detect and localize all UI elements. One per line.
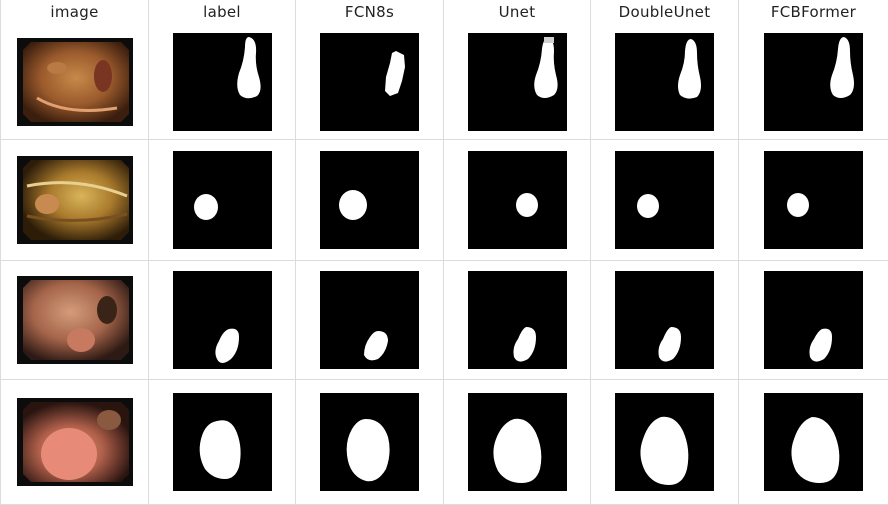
- row2-label-cell: [149, 140, 296, 261]
- row3-unet-mask: [467, 271, 567, 369]
- row3-fcn8s-mask: [320, 271, 419, 369]
- row2-doubleunet-mask: [615, 151, 714, 249]
- row2-colonoscopy-image: [16, 156, 133, 244]
- row2-fcbformer-mask: [764, 151, 863, 249]
- row2-fcn8s-mask: [320, 151, 419, 249]
- row3-image-cell: [1, 261, 149, 380]
- row2-fcn8s-cell: [296, 140, 444, 261]
- row1-unet-mask: [467, 32, 567, 131]
- row1-fcn8s-mask: [320, 32, 419, 131]
- row1-fcn8s-cell: [296, 24, 444, 140]
- row3-colonoscopy-image: [16, 276, 133, 364]
- row3-fcn8s-cell: [296, 261, 444, 380]
- row4-colonoscopy-image: [16, 398, 133, 486]
- row1-label-cell: [149, 24, 296, 140]
- header-image: image: [1, 0, 149, 24]
- row1-doubleunet-mask: [615, 32, 714, 131]
- row2-image-cell: [1, 140, 149, 261]
- row3-fcbformer-mask: [764, 271, 863, 369]
- row3-fcbformer-cell: [739, 261, 888, 380]
- header-fcbformer: FCBFormer: [739, 0, 888, 24]
- row3-label-cell: [149, 261, 296, 380]
- row4-label-cell: [149, 380, 296, 505]
- row4-fcbformer-mask: [764, 393, 863, 491]
- row1-fcbformer-mask: [764, 32, 863, 131]
- row2-label-mask: [172, 151, 272, 249]
- row4-fcn8s-cell: [296, 380, 444, 505]
- row2-fcbformer-cell: [739, 140, 888, 261]
- row1-doubleunet-cell: [591, 24, 739, 140]
- row3-doubleunet-mask: [615, 271, 714, 369]
- row1-label-mask: [172, 32, 272, 131]
- header-fcn8s: FCN8s: [296, 0, 444, 24]
- header-unet: Unet: [444, 0, 591, 24]
- row4-image-cell: [1, 380, 149, 505]
- row4-unet-cell: [444, 380, 591, 505]
- row3-unet-cell: [444, 261, 591, 380]
- header-doubleunet: DoubleUnet: [591, 0, 739, 24]
- row4-doubleunet-cell: [591, 380, 739, 505]
- row4-fcbformer-cell: [739, 380, 888, 505]
- row4-fcn8s-mask: [320, 393, 419, 491]
- row2-doubleunet-cell: [591, 140, 739, 261]
- row2-unet-cell: [444, 140, 591, 261]
- row1-colonoscopy-image: [16, 37, 133, 126]
- row1-image-cell: [1, 24, 149, 140]
- row4-label-mask: [172, 393, 272, 491]
- row2-unet-mask: [467, 151, 567, 249]
- row1-fcbformer-cell: [739, 24, 888, 140]
- row3-doubleunet-cell: [591, 261, 739, 380]
- header-label: label: [149, 0, 296, 24]
- row4-doubleunet-mask: [615, 393, 714, 491]
- row3-label-mask: [172, 271, 272, 369]
- row1-unet-cell: [444, 24, 591, 140]
- row4-unet-mask: [467, 393, 567, 491]
